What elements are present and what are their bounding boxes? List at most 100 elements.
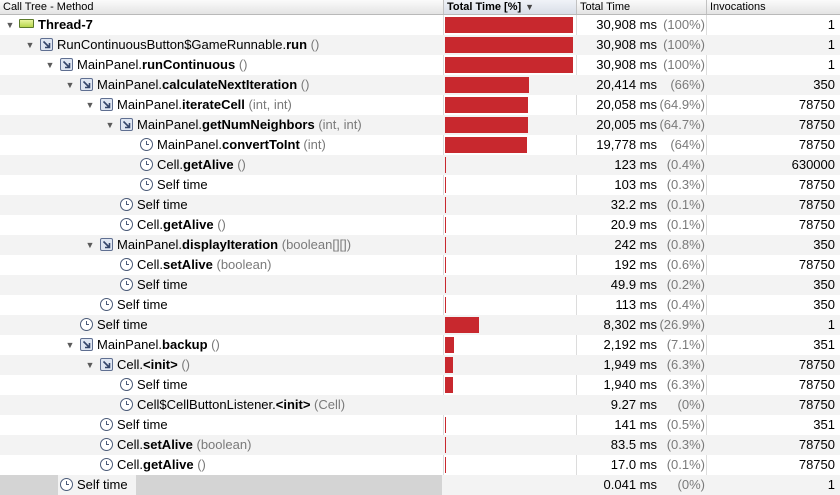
method-cell: ▼ MainPanel.getNumNeighbors (int, int) [0, 115, 444, 135]
time-bar [445, 197, 446, 213]
time-bar-cell [444, 435, 577, 455]
class-name: Self time [157, 177, 208, 192]
expand-toggle-icon[interactable]: ▼ [85, 100, 95, 110]
table-row[interactable]: ▼ Cell.<init> () 1,949 ms (6.3%) 78750 [0, 355, 840, 375]
method-name: backup [162, 337, 208, 352]
table-row[interactable]: Self time 0.041 ms (0%) 1 [0, 475, 840, 495]
method-args: () [177, 357, 190, 372]
class-name: Cell. [117, 357, 144, 372]
time-bar-cell [444, 275, 577, 295]
expand-toggle-icon[interactable]: ▼ [65, 340, 75, 350]
table-row[interactable]: Cell.setAlive (boolean) 192 ms (0.6%) 78750 [0, 255, 840, 275]
table-row[interactable]: Self time 32.2 ms (0.1%) 78750 [0, 195, 840, 215]
method-label: Cell.setAlive (boolean) [137, 255, 271, 275]
table-row[interactable]: ▼ MainPanel.runContinuous () 30,908 ms (100… [0, 55, 840, 75]
expand-toggle-icon[interactable]: ▼ [45, 60, 55, 70]
total-time-cell: 2,192 ms (7.1%) [577, 335, 707, 355]
method-args: (int, int) [244, 97, 292, 112]
clock-icon [80, 318, 93, 331]
expand-toggle-icon[interactable]: ▼ [25, 40, 35, 50]
method-label: MainPanel.runContinuous () [77, 55, 247, 75]
table-row[interactable]: MainPanel.convertToInt (int) 19,778 ms (64… [0, 135, 840, 155]
expand-toggle-icon[interactable]: ▼ [105, 120, 115, 130]
total-time-cell: 1,940 ms (6.3%) [577, 375, 707, 395]
clock-icon [100, 458, 113, 471]
table-row[interactable]: ▼ MainPanel.getNumNeighbors (int, int) 20,… [0, 115, 840, 135]
method-cell: Cell.getAlive () [0, 455, 444, 475]
table-row[interactable]: ▼ MainPanel.displayIteration (boolean[][]… [0, 235, 840, 255]
time-bar [445, 257, 446, 273]
time-bar [445, 217, 446, 233]
method-label: Cell.getAlive () [137, 215, 226, 235]
method-call-icon [100, 238, 113, 251]
total-time-percent: (6.3%) [666, 377, 705, 392]
method-args: (boolean) [212, 257, 272, 272]
expand-toggle-icon[interactable]: ▼ [85, 240, 95, 250]
time-bar-cell [444, 135, 577, 155]
method-label: Cell$CellButtonListener.<init> (Cell) [137, 395, 345, 415]
total-time-value: 141 ms [614, 417, 657, 432]
time-bar [445, 57, 573, 73]
class-name: MainPanel. [117, 237, 183, 252]
table-row[interactable]: Cell.getAlive () 20.9 ms (0.1%) 78750 [0, 215, 840, 235]
table-row[interactable]: ▼ MainPanel.iterateCell (int, int) 20,058 … [0, 95, 840, 115]
total-time-percent: (66%) [670, 77, 705, 92]
total-time-percent: (0.6%) [666, 257, 705, 272]
method-label: Self time [117, 415, 168, 435]
table-row[interactable]: ▼ Thread-7 30,908 ms (100%) 1 [0, 15, 840, 35]
class-name: MainPanel. [137, 117, 203, 132]
method-label: MainPanel.iterateCell (int, int) [117, 95, 292, 115]
class-name: Self time [137, 377, 188, 392]
time-bar [445, 17, 573, 33]
table-row[interactable]: Self time 49.9 ms (0.2%) 350 [0, 275, 840, 295]
expand-toggle-icon[interactable]: ▼ [85, 360, 95, 370]
method-label: Self time [137, 275, 188, 295]
table-row[interactable]: Cell.setAlive (boolean) 83.5 ms (0.3%) 7875… [0, 435, 840, 455]
class-name: Self time [97, 317, 148, 332]
method-label: MainPanel.convertToInt (int) [157, 135, 326, 155]
table-row[interactable]: Self time 103 ms (0.3%) 78750 [0, 175, 840, 195]
table-row[interactable]: Self time 141 ms (0.5%) 351 [0, 415, 840, 435]
total-time-value: 17.0 ms [610, 457, 657, 472]
expand-toggle-icon[interactable]: ▼ [5, 20, 15, 30]
time-bar-cell [444, 195, 577, 215]
method-args: () [207, 337, 220, 352]
thread-name: Thread-7 [38, 17, 93, 32]
class-name: Self time [137, 197, 188, 212]
table-row[interactable]: Self time 113 ms (0.4%) 350 [0, 295, 840, 315]
table-row[interactable]: ▼ MainPanel.calculateNextIteration () 20,4… [0, 75, 840, 95]
time-bar-cell [444, 415, 577, 435]
total-time-cell: 30,908 ms (100%) [577, 35, 707, 55]
clock-icon [100, 298, 113, 311]
table-row[interactable]: ▼ RunContinuousButton$GameRunnable.run ()… [0, 35, 840, 55]
row-highlight [0, 475, 58, 495]
method-args: (int) [299, 137, 326, 152]
total-time-percent: (0.3%) [666, 437, 705, 452]
table-row[interactable]: Cell$CellButtonListener.<init> (Cell) 9.2… [0, 395, 840, 415]
clock-icon [140, 158, 153, 171]
invocations-cell: 78750 [798, 137, 835, 152]
expand-toggle-icon[interactable]: ▼ [65, 80, 75, 90]
column-header-invocations[interactable]: Invocations [707, 0, 840, 14]
method-label: Self time [77, 475, 128, 495]
total-time-value: 1,940 ms [603, 377, 657, 392]
table-row[interactable]: Self time 1,940 ms (6.3%) 78750 [0, 375, 840, 395]
method-label: Self time [157, 175, 208, 195]
method-call-icon [60, 58, 73, 71]
time-bar-cell [444, 295, 577, 315]
method-cell: ▼ MainPanel.runContinuous () [0, 55, 444, 75]
clock-icon [120, 278, 133, 291]
table-row[interactable]: Cell.getAlive () 123 ms (0.4%) 630000 [0, 155, 840, 175]
clock-icon [140, 138, 153, 151]
total-time-value: 8,302 ms [603, 317, 657, 332]
table-row[interactable]: Self time 8,302 ms (26.9%) 1 [0, 315, 840, 335]
method-cell: MainPanel.convertToInt (int) [0, 135, 444, 155]
column-header-total-pct[interactable]: Total Time [%] ▼ [444, 0, 577, 14]
column-header-method[interactable]: Call Tree - Method [0, 0, 444, 14]
table-row[interactable]: ▼ MainPanel.backup () 2,192 ms (7.1%) 351 [0, 335, 840, 355]
method-call-icon [80, 338, 93, 351]
total-time-cell: 123 ms (0.4%) [577, 155, 707, 175]
column-header-total-time[interactable]: Total Time [577, 0, 707, 14]
total-time-value: 1,949 ms [603, 357, 657, 372]
table-row[interactable]: Cell.getAlive () 17.0 ms (0.1%) 78750 [0, 455, 840, 475]
